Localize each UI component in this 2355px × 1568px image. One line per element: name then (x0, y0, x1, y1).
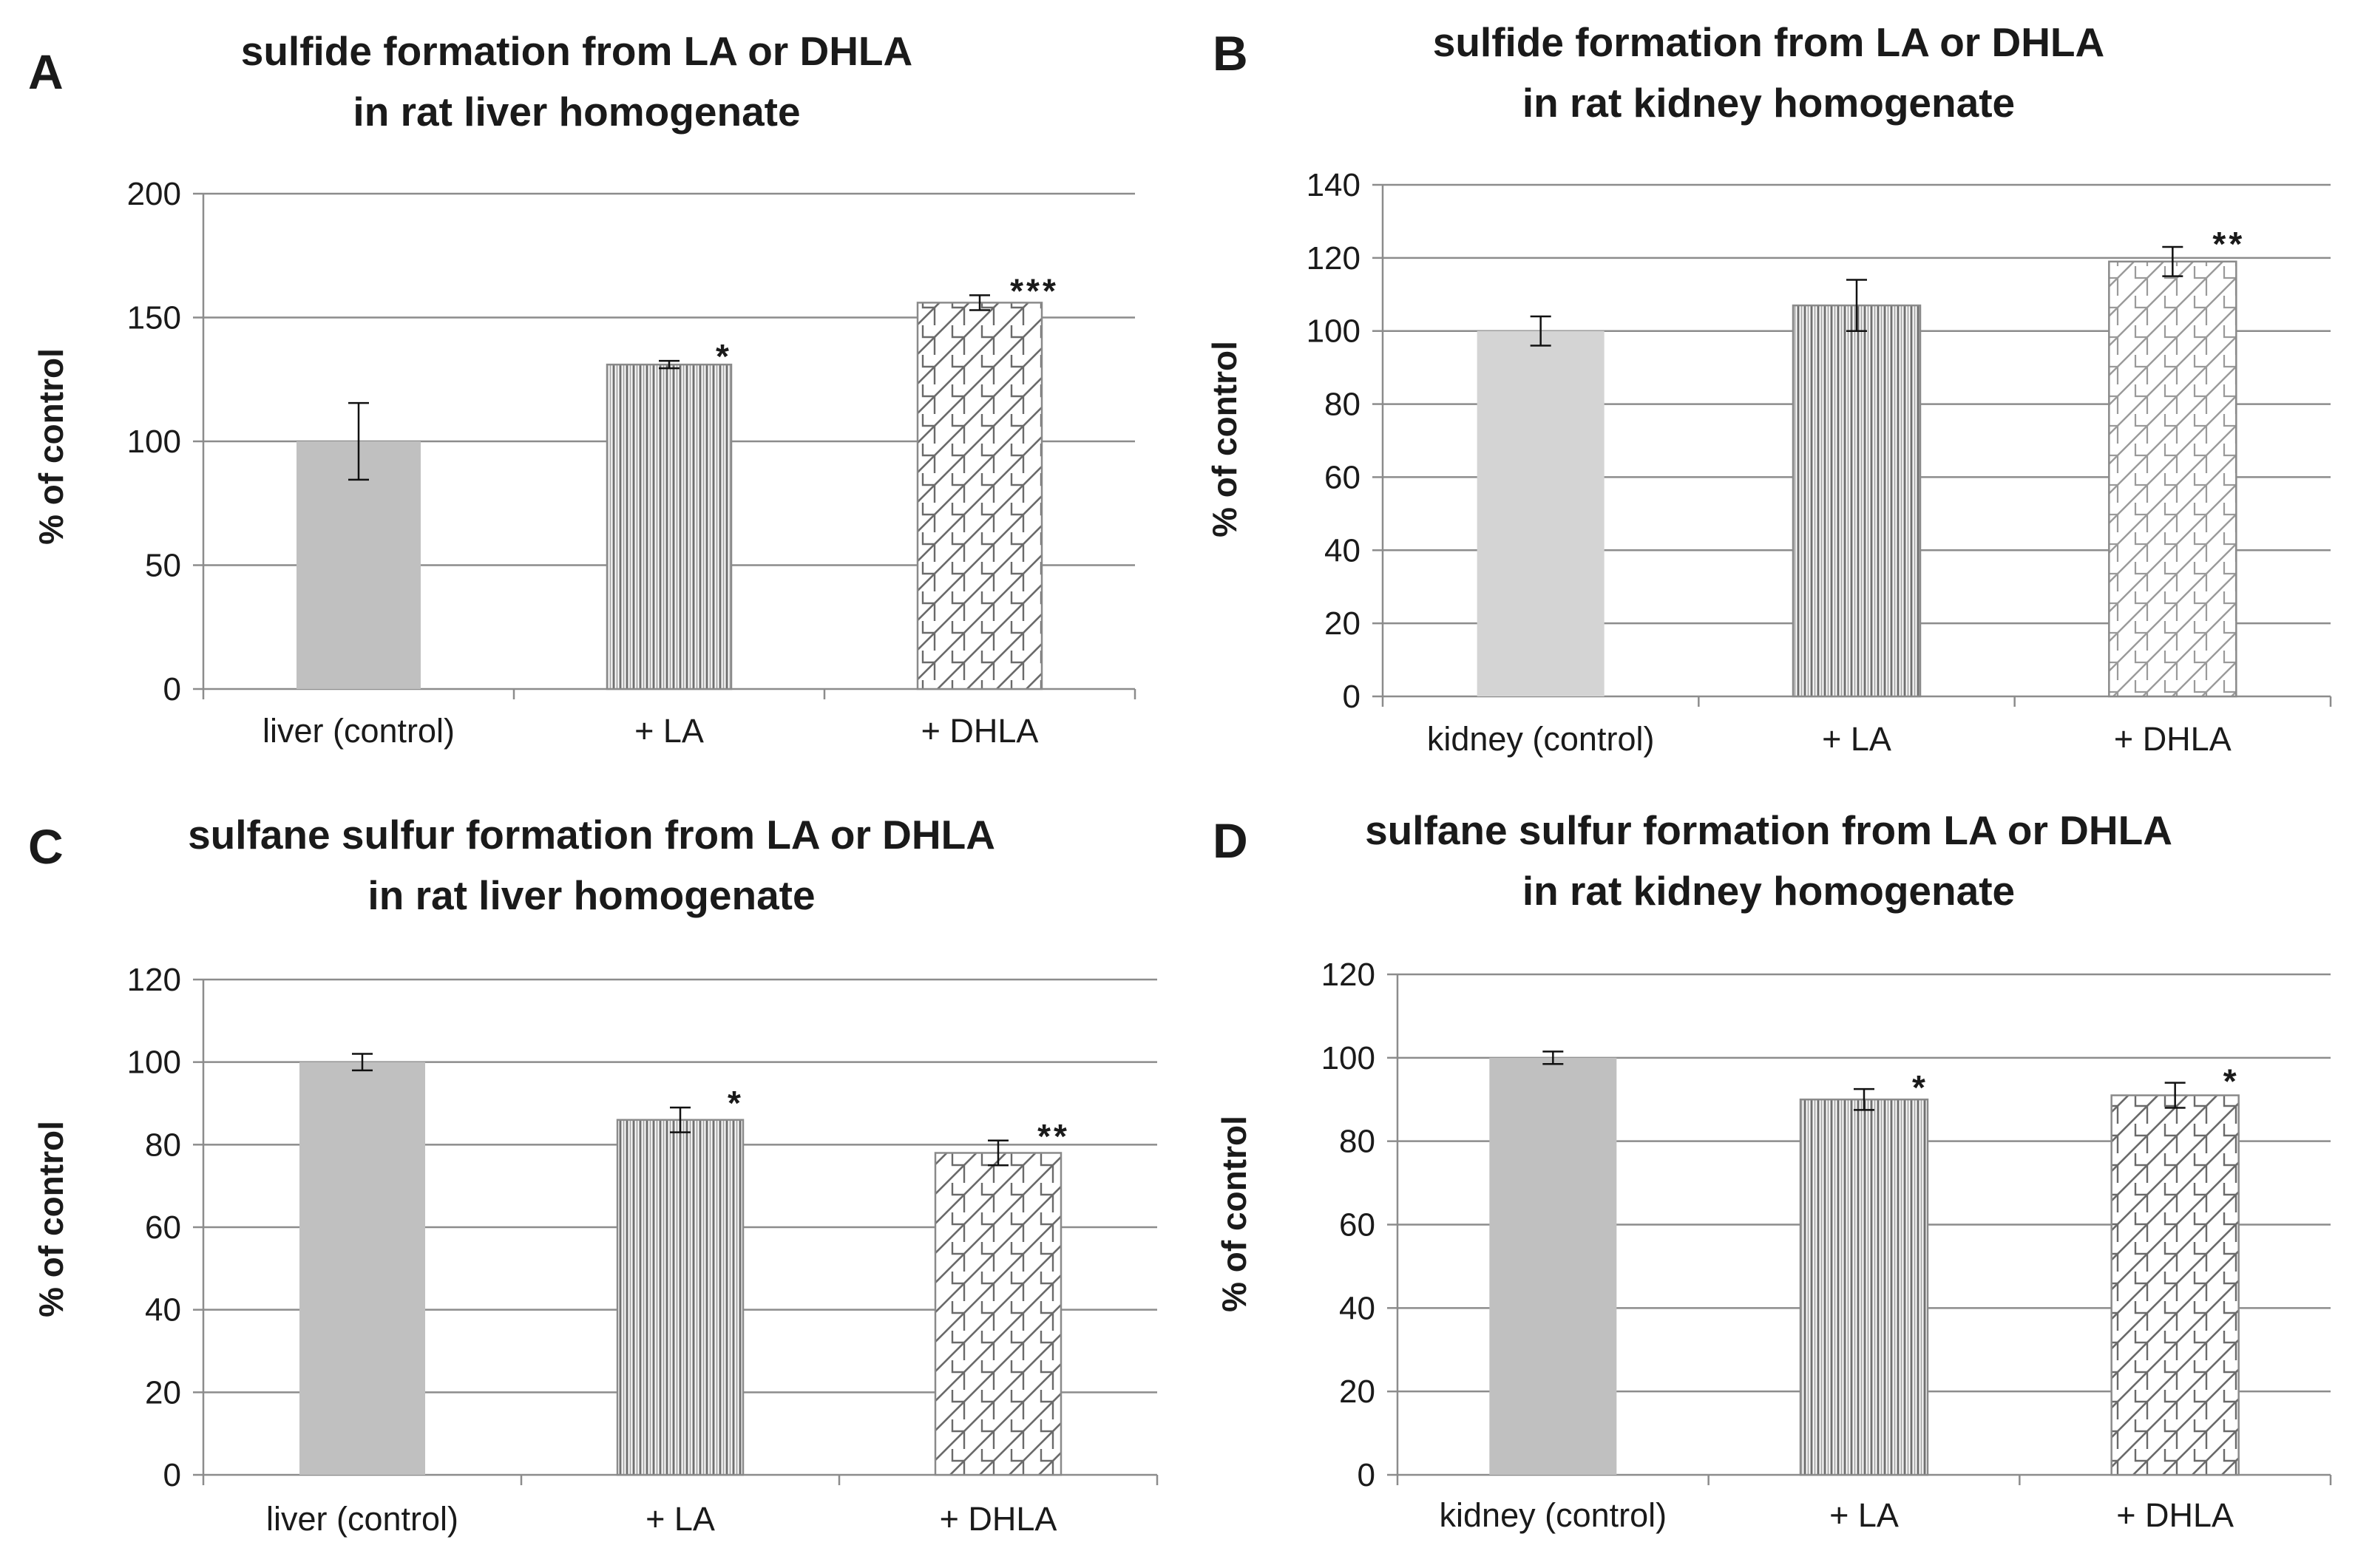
y-tick-label: 120 (1307, 240, 1361, 276)
y-tick-label: 120 (127, 962, 181, 998)
y-axis-label: % of control (32, 348, 70, 545)
significance-label: ** (1037, 1117, 1070, 1155)
plot-area: 0 20 40 60 80 100 120 140 kidney (control) + LA **… (1307, 167, 2332, 758)
panel-letter-d: D (1213, 813, 1248, 868)
y-tick-label: 150 (127, 300, 181, 336)
chart-title-line-1: sulfane sulfur formation from LA or DHLA (1365, 807, 2172, 853)
x-category-label: liver (control) (266, 1500, 458, 1538)
chart-title-line-2: in rat liver homogenate (367, 872, 815, 918)
bar (1792, 304, 1922, 698)
y-tick-label: 140 (1307, 167, 1361, 203)
panel-d: D sulfane sulfur formation from LA or DH… (1213, 807, 2332, 1534)
y-tick-label: 60 (1339, 1207, 1375, 1243)
significance-label: * (716, 337, 732, 376)
bar (2110, 1094, 2240, 1476)
y-tick-label: 0 (1343, 679, 1361, 715)
bar (299, 1062, 425, 1475)
significance-label: * (1912, 1068, 1928, 1107)
chart-title-line-2: in rat kidney homogenate (1522, 80, 2015, 126)
y-tick-label: 20 (1339, 1374, 1375, 1410)
significance-label: ** (2212, 225, 2245, 263)
y-tick-label: 20 (1324, 605, 1361, 642)
significance-label: * (2223, 1062, 2240, 1101)
y-tick-label: 40 (145, 1292, 181, 1328)
y-tick-label: 20 (145, 1374, 181, 1411)
y-tick-label: 100 (1307, 313, 1361, 350)
bar (916, 302, 1043, 690)
y-tick-label: 0 (163, 671, 181, 707)
panel-c: C sulfane sulfur formation from LA or DH… (28, 812, 1159, 1538)
panel-letter-c: C (28, 819, 64, 874)
x-category-label: + DHLA (2116, 1496, 2234, 1534)
chart-title-line-1: sulfide formation from LA or DHLA (1433, 19, 2105, 65)
y-axis-label: % of control (1215, 1116, 1253, 1312)
x-category-label: + LA (1822, 720, 1891, 758)
bar (2108, 260, 2237, 698)
panel-letter-b: B (1213, 26, 1248, 81)
y-tick-label: 80 (1324, 387, 1361, 423)
x-category-label: liver (control) (262, 712, 455, 750)
y-tick-label: 100 (127, 1045, 181, 1081)
x-category-label: + DHLA (940, 1500, 1057, 1538)
y-tick-label: 60 (145, 1209, 181, 1246)
chart-title-line-1: sulfide formation from LA or DHLA (241, 28, 913, 74)
y-tick-label: 120 (1321, 957, 1375, 993)
x-category-label: + LA (1829, 1496, 1899, 1534)
y-tick-label: 0 (163, 1457, 181, 1493)
bar (616, 1119, 745, 1476)
y-tick-label: 50 (145, 548, 181, 584)
panel-b: B sulfide formation from LA or DHLA in r… (1205, 19, 2332, 758)
y-tick-label: 100 (1321, 1040, 1375, 1076)
bar (1799, 1099, 1929, 1476)
bar (297, 441, 421, 689)
plot-area: 0 20 40 60 80 100 120 kidney (control) * + LA * + D… (1321, 957, 2332, 1534)
x-category-label: kidney (control) (1427, 720, 1655, 758)
chart-title-line-2: in rat kidney homogenate (1522, 868, 2015, 914)
plot-area: 0 20 40 60 80 100 120 liver (control) * + LA ** + D… (127, 962, 1159, 1538)
x-category-label: + LA (634, 712, 704, 750)
x-category-label: + DHLA (921, 712, 1039, 750)
y-tick-label: 80 (145, 1127, 181, 1163)
bar (606, 363, 733, 690)
y-tick-label: 60 (1324, 459, 1361, 495)
chart-title-line-2: in rat liver homogenate (353, 89, 800, 135)
y-tick-label: 40 (1324, 532, 1361, 569)
x-category-label: kidney (control) (1440, 1496, 1667, 1534)
y-tick-label: 40 (1339, 1290, 1375, 1326)
plot-area: 0 50 100 150 200 liver (control) * + LA *** + DHL… (127, 176, 1136, 750)
significance-label: *** (1010, 271, 1059, 310)
significance-label: * (728, 1084, 744, 1122)
panel-letter-a: A (28, 44, 64, 99)
y-tick-label: 200 (127, 176, 181, 212)
bar (1489, 1057, 1617, 1475)
y-tick-label: 100 (127, 424, 181, 460)
y-axis-label: % of control (32, 1121, 70, 1317)
y-tick-label: 0 (1358, 1457, 1375, 1493)
bar (1477, 330, 1605, 696)
bar (934, 1152, 1063, 1476)
x-category-label: + LA (645, 1500, 715, 1538)
y-axis-label: % of control (1205, 341, 1244, 537)
chart-title-line-1: sulfane sulfur formation from LA or DHLA (188, 812, 995, 858)
panel-a: A sulfide formation from LA or DHLA in r… (28, 28, 1136, 750)
y-tick-label: 80 (1339, 1124, 1375, 1160)
x-category-label: + DHLA (2114, 720, 2232, 758)
